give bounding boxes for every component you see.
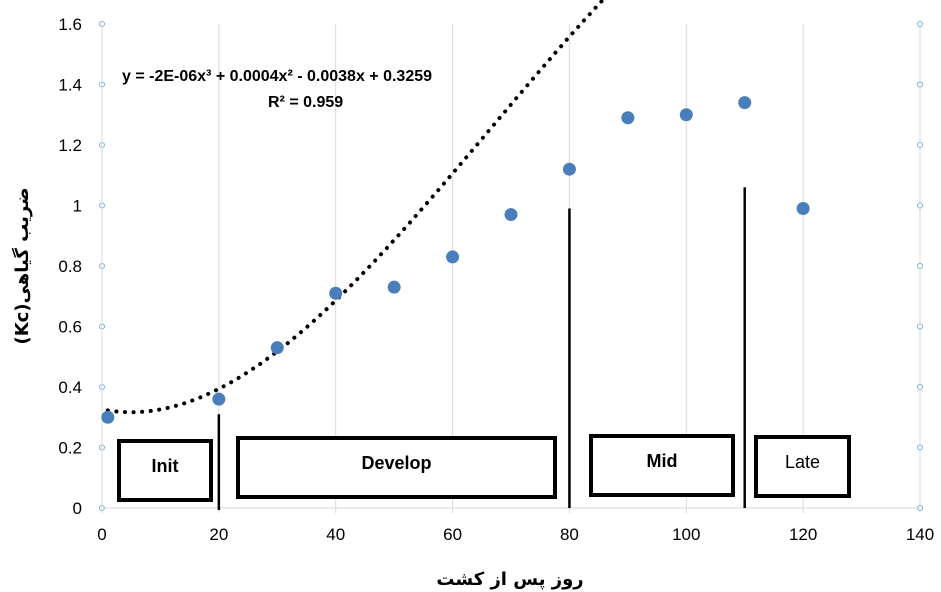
y-tick-marker-right-1 (917, 202, 923, 209)
y-tick-marker-right-1.6 (917, 21, 923, 27)
growth-stage-boxes: Init Develop Mid Late (117, 434, 851, 502)
data-point (387, 280, 401, 294)
y-tick-labels: 0 0.2 0.4 0.6 0.8 1 1.2 1.4 1.6 (58, 15, 82, 518)
data-point (270, 341, 284, 355)
data-points (101, 96, 810, 424)
data-point (504, 208, 518, 222)
data-point (329, 286, 343, 300)
y-tick-label-0.2: 0.2 (58, 439, 82, 458)
y-tick-marker-right-0.6 (917, 323, 923, 330)
x-tick-label-60: 60 (443, 525, 462, 544)
y-tick-marker-right-1.4 (917, 81, 923, 88)
stage-divider-lines (217, 187, 746, 510)
stage-label-mid: Mid (647, 451, 678, 471)
trendline (105, 0, 606, 415)
y-tick-marker-right-1.2 (917, 142, 923, 148)
y-tick-label-1.2: 1.2 (58, 136, 82, 155)
x-tick-label-20: 20 (209, 525, 228, 544)
x-axis-title: روز پس از کشت (436, 569, 583, 590)
stage-label-develop: Develop (361, 453, 431, 473)
stage-box-develop (236, 436, 557, 499)
data-point (796, 202, 810, 216)
y-tick-label-0.4: 0.4 (58, 378, 82, 397)
r-squared-label: R² = 0.959 (268, 94, 343, 111)
x-tick-label-140: 140 (906, 525, 934, 544)
data-point (212, 392, 226, 406)
data-point (679, 108, 693, 122)
data-point (562, 162, 576, 176)
stage-box-late (754, 435, 851, 498)
x-tick-labels: 0 20 40 60 80 100 120 140 (97, 525, 934, 544)
stage-box-mid (589, 434, 735, 497)
stage-label-late: Late (785, 452, 820, 472)
vertical-gridlines (218, 24, 921, 508)
x-tick-label-40: 40 (326, 525, 345, 544)
data-point (621, 111, 635, 125)
trendline-curve (105, 0, 606, 415)
y-tick-marker-right-0.4 (917, 384, 923, 390)
y-tick-label-0.6: 0.6 (58, 318, 82, 337)
trendline-equation: y = -2E-06x³ + 0.0004x² - 0.0038x + 0.32… (122, 68, 432, 85)
stage-box-init (117, 439, 213, 502)
y-tick-marker-right-0.8 (917, 263, 923, 269)
y-tick-label-0: 0 (73, 499, 82, 518)
data-point (738, 96, 752, 110)
y-tick-marker-right-0.2 (917, 444, 923, 451)
y-tick-label-1.4: 1.4 (58, 76, 82, 95)
y-tick-label-1: 1 (73, 197, 82, 216)
y-axis-title: ضریب گیاهی(Kc) (11, 187, 33, 344)
x-tick-label-120: 120 (789, 525, 817, 544)
data-point (446, 250, 460, 264)
stage-label-init: Init (152, 456, 179, 476)
x-tick-label-0: 0 (97, 525, 106, 544)
data-point (101, 410, 115, 424)
axes (99, 21, 923, 513)
y-tick-label-0.8: 0.8 (58, 257, 82, 276)
x-tick-label-100: 100 (672, 525, 700, 544)
x-tick-label-80: 80 (560, 525, 579, 544)
y-tick-label-1.6: 1.6 (58, 15, 82, 34)
